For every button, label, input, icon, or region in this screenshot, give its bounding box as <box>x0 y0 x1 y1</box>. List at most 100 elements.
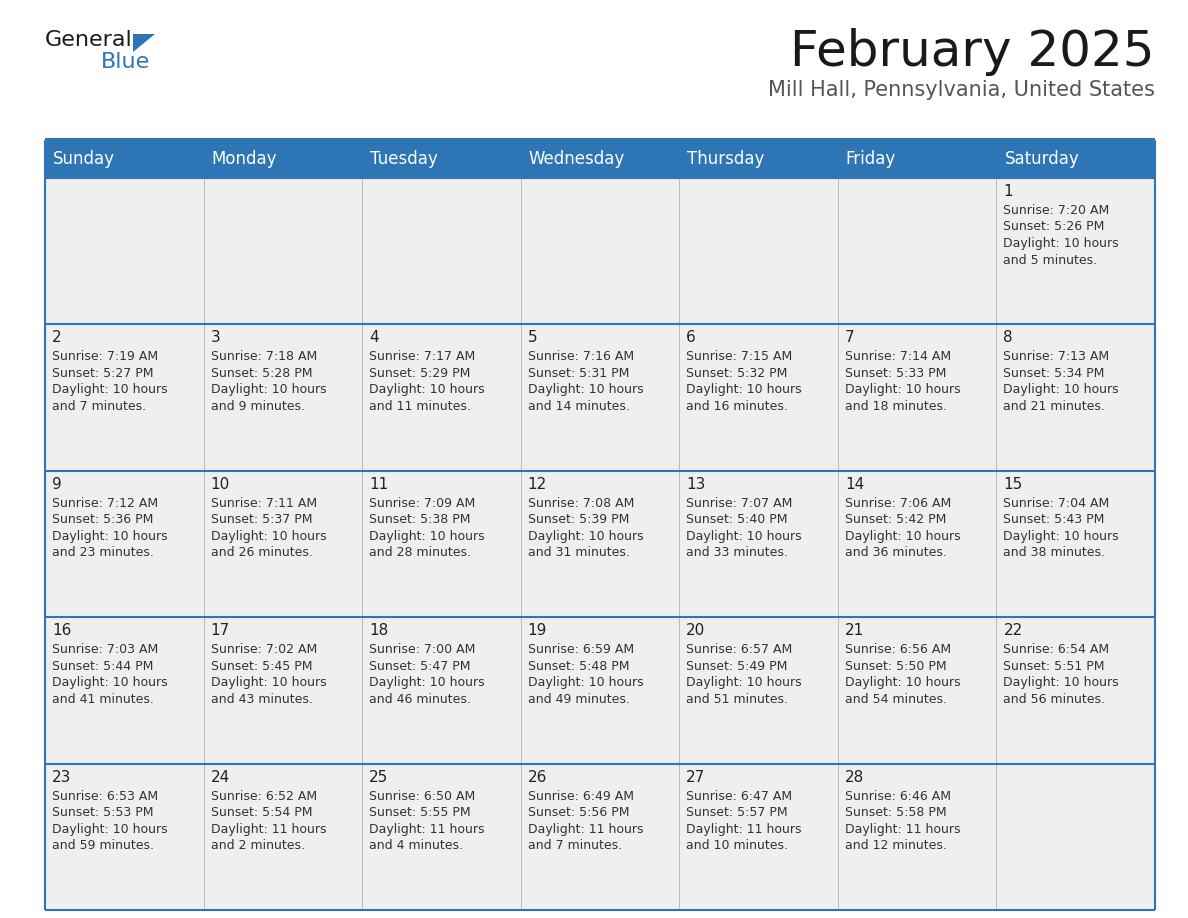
Text: Sunrise: 7:15 AM: Sunrise: 7:15 AM <box>687 351 792 364</box>
Text: Daylight: 10 hours: Daylight: 10 hours <box>687 530 802 543</box>
Text: Sunrise: 7:04 AM: Sunrise: 7:04 AM <box>1004 497 1110 509</box>
Text: and 26 minutes.: and 26 minutes. <box>210 546 312 559</box>
Text: Daylight: 10 hours: Daylight: 10 hours <box>1004 677 1119 689</box>
Text: and 14 minutes.: and 14 minutes. <box>527 400 630 413</box>
Text: Sunset: 5:48 PM: Sunset: 5:48 PM <box>527 660 630 673</box>
Text: and 33 minutes.: and 33 minutes. <box>687 546 788 559</box>
Bar <box>520 764 680 910</box>
Text: 27: 27 <box>687 769 706 785</box>
Text: 8: 8 <box>1004 330 1013 345</box>
Text: Daylight: 10 hours: Daylight: 10 hours <box>52 823 168 835</box>
Text: Wednesday: Wednesday <box>529 150 625 168</box>
Text: 3: 3 <box>210 330 220 345</box>
Text: 16: 16 <box>52 623 71 638</box>
Bar <box>680 324 838 471</box>
Text: Sunrise: 7:13 AM: Sunrise: 7:13 AM <box>1004 351 1110 364</box>
Text: Sunrise: 7:17 AM: Sunrise: 7:17 AM <box>369 351 475 364</box>
Bar <box>203 764 362 910</box>
Text: and 10 minutes.: and 10 minutes. <box>687 839 789 852</box>
Text: Sunrise: 6:54 AM: Sunrise: 6:54 AM <box>1004 644 1110 656</box>
Bar <box>362 324 520 471</box>
Text: Daylight: 10 hours: Daylight: 10 hours <box>52 384 168 397</box>
Text: 4: 4 <box>369 330 379 345</box>
Text: 6: 6 <box>687 330 696 345</box>
Text: Sunset: 5:39 PM: Sunset: 5:39 PM <box>527 513 630 526</box>
Text: Sunset: 5:31 PM: Sunset: 5:31 PM <box>527 367 630 380</box>
Text: Sunset: 5:57 PM: Sunset: 5:57 PM <box>687 806 788 819</box>
Text: Sunrise: 6:50 AM: Sunrise: 6:50 AM <box>369 789 475 802</box>
Bar <box>203 324 362 471</box>
Bar <box>680 178 838 324</box>
Bar <box>45 324 203 471</box>
Text: 25: 25 <box>369 769 388 785</box>
Text: Monday: Monday <box>211 150 277 168</box>
Text: Daylight: 10 hours: Daylight: 10 hours <box>210 384 327 397</box>
Bar <box>997 764 1155 910</box>
Bar <box>362 764 520 910</box>
Text: Daylight: 10 hours: Daylight: 10 hours <box>52 530 168 543</box>
Text: Sunset: 5:29 PM: Sunset: 5:29 PM <box>369 367 470 380</box>
Text: Sunrise: 7:12 AM: Sunrise: 7:12 AM <box>52 497 158 509</box>
Text: and 28 minutes.: and 28 minutes. <box>369 546 472 559</box>
Bar <box>520 178 680 324</box>
Text: Sunrise: 7:20 AM: Sunrise: 7:20 AM <box>1004 204 1110 217</box>
Bar <box>520 471 680 617</box>
Text: 1: 1 <box>1004 184 1013 199</box>
Text: Daylight: 10 hours: Daylight: 10 hours <box>1004 530 1119 543</box>
Text: and 41 minutes.: and 41 minutes. <box>52 693 154 706</box>
Text: Sunrise: 7:07 AM: Sunrise: 7:07 AM <box>687 497 792 509</box>
Text: Sunset: 5:36 PM: Sunset: 5:36 PM <box>52 513 153 526</box>
Text: 26: 26 <box>527 769 548 785</box>
Text: Sunrise: 6:46 AM: Sunrise: 6:46 AM <box>845 789 950 802</box>
Text: 7: 7 <box>845 330 854 345</box>
Text: 11: 11 <box>369 476 388 492</box>
Polygon shape <box>133 34 154 52</box>
Bar <box>838 324 997 471</box>
Text: Daylight: 11 hours: Daylight: 11 hours <box>369 823 485 835</box>
Text: and 7 minutes.: and 7 minutes. <box>527 839 621 852</box>
Text: Sunrise: 6:56 AM: Sunrise: 6:56 AM <box>845 644 950 656</box>
Text: Sunrise: 6:47 AM: Sunrise: 6:47 AM <box>687 789 792 802</box>
Text: and 38 minutes.: and 38 minutes. <box>1004 546 1105 559</box>
Text: and 43 minutes.: and 43 minutes. <box>210 693 312 706</box>
Text: Sunrise: 7:02 AM: Sunrise: 7:02 AM <box>210 644 317 656</box>
Text: Sunset: 5:54 PM: Sunset: 5:54 PM <box>210 806 312 819</box>
Bar <box>680 471 838 617</box>
Text: February 2025: February 2025 <box>790 28 1155 76</box>
Bar <box>45 178 203 324</box>
Text: Sunset: 5:49 PM: Sunset: 5:49 PM <box>687 660 788 673</box>
Text: Sunset: 5:38 PM: Sunset: 5:38 PM <box>369 513 470 526</box>
Text: Daylight: 10 hours: Daylight: 10 hours <box>687 384 802 397</box>
Text: Daylight: 10 hours: Daylight: 10 hours <box>527 384 644 397</box>
Text: Sunrise: 7:18 AM: Sunrise: 7:18 AM <box>210 351 317 364</box>
Bar <box>520 617 680 764</box>
Text: Sunrise: 7:08 AM: Sunrise: 7:08 AM <box>527 497 634 509</box>
Text: and 5 minutes.: and 5 minutes. <box>1004 253 1098 266</box>
Text: Sunset: 5:34 PM: Sunset: 5:34 PM <box>1004 367 1105 380</box>
Text: Sunrise: 7:00 AM: Sunrise: 7:00 AM <box>369 644 475 656</box>
Text: Sunrise: 7:09 AM: Sunrise: 7:09 AM <box>369 497 475 509</box>
Text: Daylight: 11 hours: Daylight: 11 hours <box>845 823 960 835</box>
Text: Tuesday: Tuesday <box>371 150 438 168</box>
Text: and 56 minutes.: and 56 minutes. <box>1004 693 1105 706</box>
Text: General: General <box>45 30 133 50</box>
Text: Sunset: 5:33 PM: Sunset: 5:33 PM <box>845 367 946 380</box>
Text: and 9 minutes.: and 9 minutes. <box>210 400 304 413</box>
Text: Mill Hall, Pennsylvania, United States: Mill Hall, Pennsylvania, United States <box>769 80 1155 100</box>
Bar <box>362 617 520 764</box>
Text: Sunset: 5:26 PM: Sunset: 5:26 PM <box>1004 220 1105 233</box>
Text: Sunrise: 7:19 AM: Sunrise: 7:19 AM <box>52 351 158 364</box>
Text: 28: 28 <box>845 769 864 785</box>
Text: Daylight: 11 hours: Daylight: 11 hours <box>687 823 802 835</box>
Text: Sunset: 5:43 PM: Sunset: 5:43 PM <box>1004 513 1105 526</box>
Bar <box>45 140 1155 178</box>
Bar <box>520 324 680 471</box>
Text: Sunset: 5:50 PM: Sunset: 5:50 PM <box>845 660 947 673</box>
Bar <box>997 471 1155 617</box>
Bar <box>362 178 520 324</box>
Text: 21: 21 <box>845 623 864 638</box>
Text: Daylight: 10 hours: Daylight: 10 hours <box>527 530 644 543</box>
Text: Sunrise: 6:49 AM: Sunrise: 6:49 AM <box>527 789 633 802</box>
Bar <box>203 617 362 764</box>
Text: Sunset: 5:44 PM: Sunset: 5:44 PM <box>52 660 153 673</box>
